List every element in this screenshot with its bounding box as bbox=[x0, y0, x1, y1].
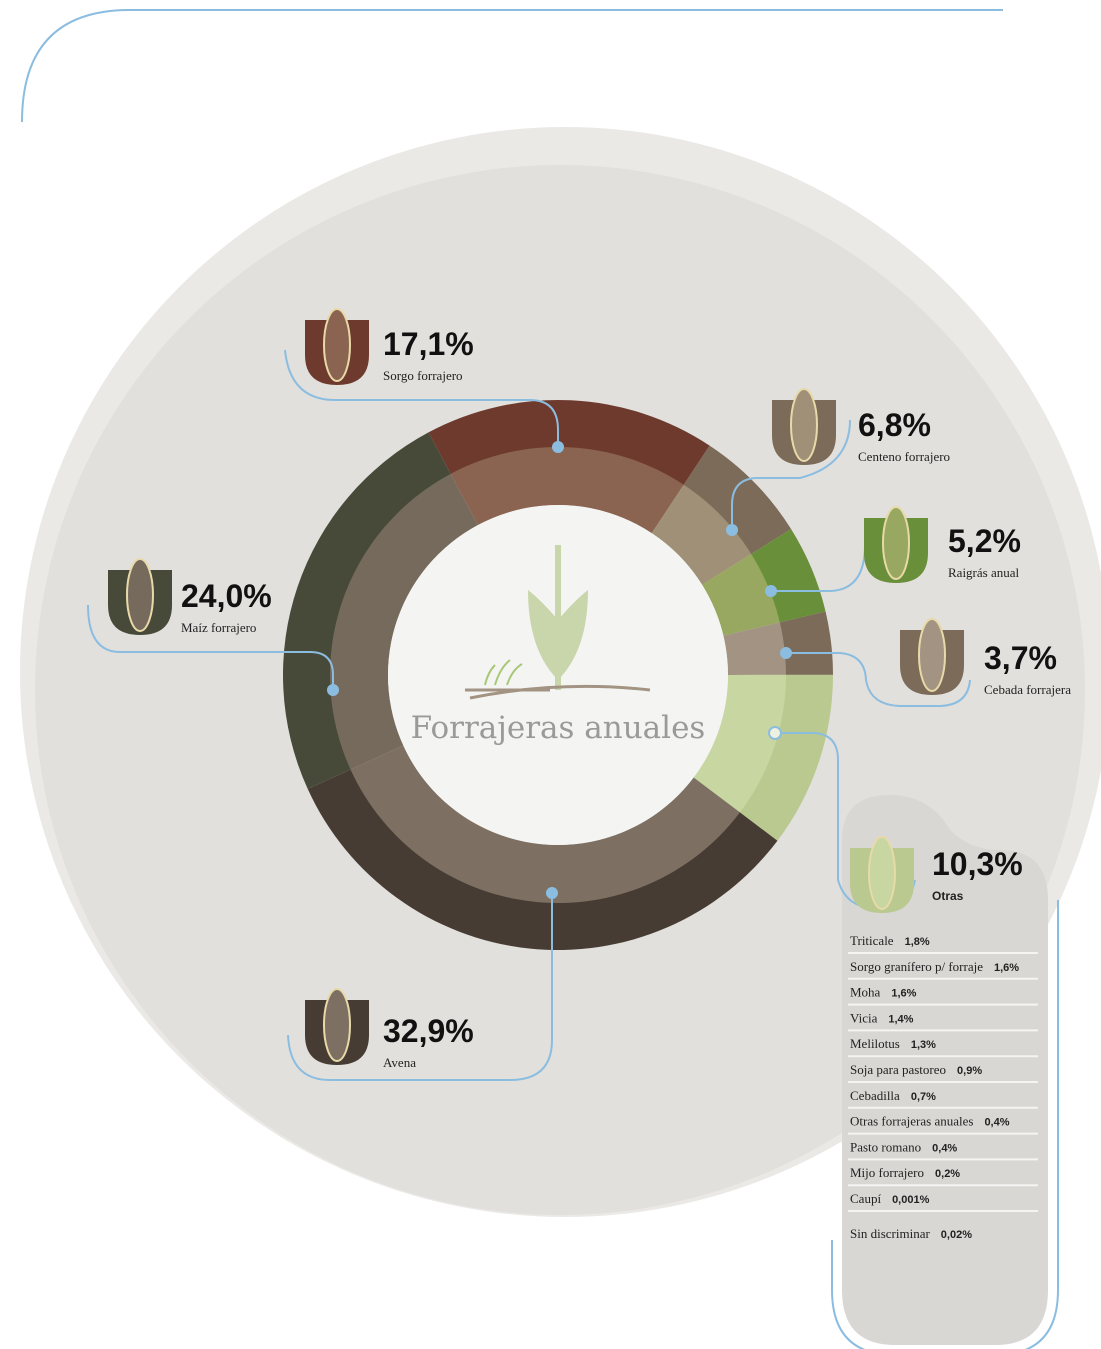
breakdown-name: Otras forrajeras anuales bbox=[850, 1114, 973, 1129]
category-label: Otras bbox=[932, 889, 964, 903]
connector-dot bbox=[552, 441, 564, 453]
connector-dot bbox=[726, 524, 738, 536]
breakdown-value: 1,6% bbox=[994, 962, 1019, 974]
segment-inner bbox=[651, 484, 752, 585]
segment-outer bbox=[750, 529, 826, 623]
breakdown-value: 1,8% bbox=[905, 936, 930, 948]
breakdown-value: 0,7% bbox=[911, 1091, 936, 1103]
breakdown-name: Mijo forrajero bbox=[850, 1165, 924, 1180]
otras-panel bbox=[842, 795, 1048, 1345]
breakdown-name: Melilotus bbox=[850, 1036, 900, 1051]
category-label: Centeno forrajero bbox=[858, 449, 950, 464]
crop-icon bbox=[772, 388, 836, 465]
breakdown-value: 0,4% bbox=[932, 1142, 957, 1154]
crop-icon bbox=[305, 988, 369, 1065]
segment-inner bbox=[693, 674, 786, 813]
value-label: 32,9% bbox=[383, 1013, 474, 1049]
breakdown-value: 1,6% bbox=[891, 988, 916, 1000]
connector bbox=[287, 893, 553, 1081]
value-label: 6,8% bbox=[858, 407, 931, 443]
breakdown-name: Sorgo granífero p/ forraje bbox=[850, 959, 983, 974]
otras-panel-outline bbox=[831, 900, 1059, 1349]
connector-dot bbox=[768, 726, 782, 740]
icon-grain bbox=[323, 308, 351, 382]
value-label: 3,7% bbox=[984, 640, 1057, 676]
breakdown-name: Moha bbox=[850, 985, 881, 1000]
crop-icon bbox=[864, 506, 928, 583]
segment-outer bbox=[428, 400, 710, 486]
breakdown-name: Soja para pastoreo bbox=[850, 1062, 946, 1077]
icon-grain bbox=[126, 558, 154, 632]
icon-grain bbox=[918, 618, 946, 692]
breakdown-name: Cebadilla bbox=[850, 1088, 900, 1103]
connector-dot bbox=[546, 887, 558, 899]
segment-inner bbox=[330, 473, 478, 770]
icon-grain bbox=[868, 836, 896, 910]
segment-outer bbox=[739, 674, 833, 841]
breakdown-value: 0,4% bbox=[984, 1117, 1009, 1129]
center-icon bbox=[465, 545, 651, 700]
breakdown-name: Sin discriminar bbox=[850, 1226, 930, 1241]
crop-icon bbox=[305, 308, 369, 385]
segment-outer bbox=[307, 769, 778, 950]
segment-inner bbox=[723, 622, 786, 675]
breakdown-name: Vicia bbox=[850, 1010, 878, 1025]
segment-inner bbox=[450, 447, 684, 534]
connector bbox=[731, 419, 851, 530]
category-label: Maíz forrajero bbox=[181, 620, 256, 635]
segment-inner bbox=[350, 745, 740, 904]
connector-dot bbox=[327, 684, 339, 696]
connector-dot bbox=[765, 585, 777, 597]
connector bbox=[284, 349, 559, 447]
category-label: Sorgo forrajero bbox=[383, 368, 463, 383]
donut bbox=[282, 400, 833, 950]
segment-outer bbox=[683, 445, 792, 555]
breakdown-value: 1,3% bbox=[911, 1039, 936, 1051]
breakdown-value: 0,2% bbox=[935, 1168, 960, 1180]
connector bbox=[785, 652, 971, 707]
decor-arc bbox=[21, 9, 1003, 123]
labels: 17,1% Sorgo forrajero 6,8% Centeno forrajer… bbox=[87, 308, 1071, 1241]
segment-outer bbox=[778, 611, 833, 675]
breakdown-name: Pasto romano bbox=[850, 1139, 921, 1154]
connector bbox=[87, 604, 334, 690]
connector-dot bbox=[780, 647, 792, 659]
category-label: Raigrás anual bbox=[948, 565, 1020, 580]
icon-grain bbox=[790, 388, 818, 462]
breakdown-name: Caupí bbox=[850, 1191, 881, 1206]
value-label: 5,2% bbox=[948, 523, 1021, 559]
value-label: 24,0% bbox=[181, 578, 272, 614]
segment-outer bbox=[282, 432, 452, 790]
category-label: Cebada forrajera bbox=[984, 682, 1071, 697]
crop-icon bbox=[108, 558, 172, 635]
value-label: 10,3% bbox=[932, 846, 1023, 882]
value-label: 17,1% bbox=[383, 326, 474, 362]
crop-icon bbox=[850, 836, 914, 913]
chart-title: Forrajeras anuales bbox=[411, 710, 706, 746]
icon-grain bbox=[323, 988, 351, 1062]
category-label: Avena bbox=[383, 1055, 416, 1070]
breakdown-value: 1,4% bbox=[888, 1013, 913, 1025]
breakdown-value: 0,9% bbox=[957, 1065, 982, 1077]
breakdown-value: 0,02% bbox=[941, 1229, 972, 1241]
segment-inner bbox=[702, 553, 780, 636]
breakdown-value: 0,001% bbox=[892, 1194, 930, 1206]
crop-icon bbox=[900, 618, 964, 695]
breakdown-name: Triticale bbox=[850, 933, 894, 948]
icon-grain bbox=[882, 506, 910, 580]
